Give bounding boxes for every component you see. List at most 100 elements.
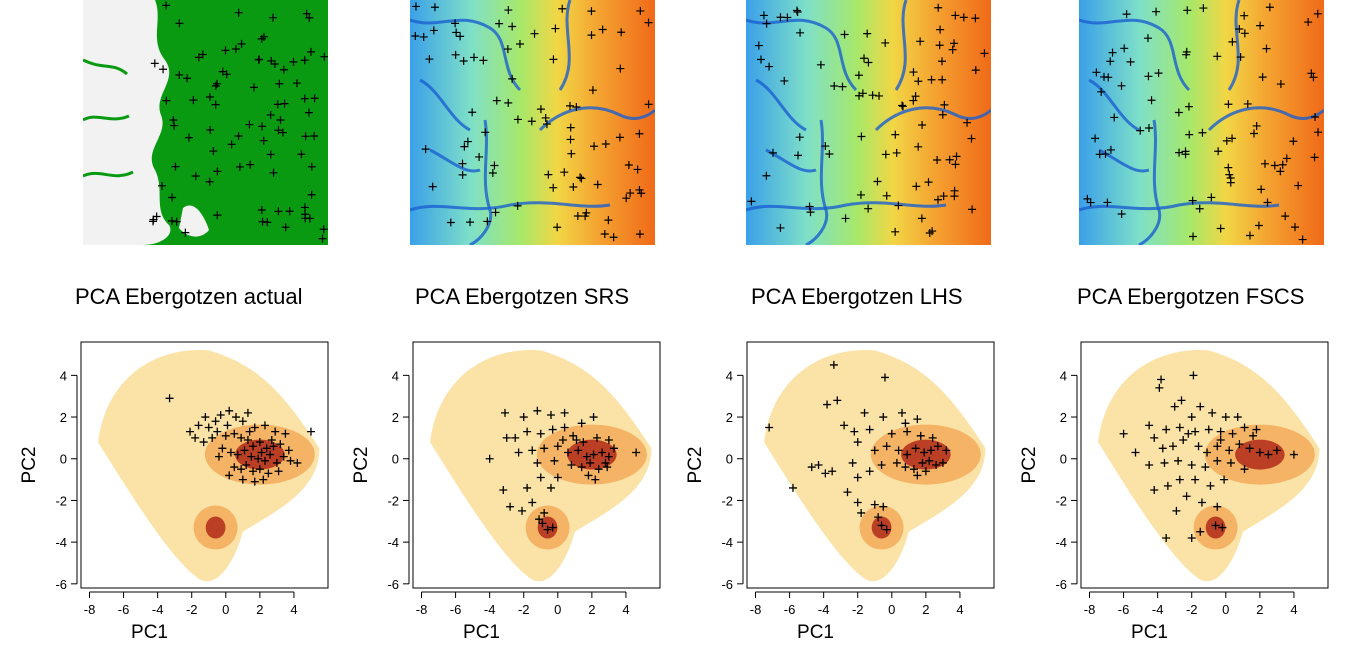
sample-point: [870, 446, 879, 455]
map-sample-marker: [1240, 29, 1249, 38]
map-sample-marker: [266, 150, 275, 159]
map-sample-marker: [1307, 69, 1316, 78]
sample-point: [903, 450, 912, 459]
sample-point: [523, 483, 532, 492]
map-sample-marker: [1245, 231, 1254, 240]
map-sample-marker: [573, 211, 582, 220]
sample-point: [765, 423, 774, 432]
map-sample-marker: [892, 148, 901, 157]
x-tick-label: 0: [888, 602, 895, 617]
map-sample-marker: [234, 8, 243, 17]
map-sample-marker: [1117, 81, 1126, 90]
map-sample-marker: [1250, 129, 1259, 138]
map-sample-marker: [491, 208, 500, 217]
sample-point: [186, 427, 195, 436]
map-sample-marker: [971, 66, 980, 75]
map-sample-marker: [1103, 198, 1112, 207]
map-sample-marker: [635, 129, 644, 138]
map-elevation-lhs: [746, 0, 991, 245]
map-sample-marker: [508, 22, 517, 31]
map-sample-marker: [1184, 102, 1193, 111]
map-sample-marker: [980, 49, 989, 58]
map-sample-marker: [635, 230, 644, 239]
map-sample-marker: [458, 159, 467, 168]
map-sample-marker: [959, 13, 968, 22]
map-sample-marker: [495, 19, 504, 28]
pca-plot-lhs: -8 -6 -4 -2 0 2 4 -6 -4 -2 0 2 4 PC1 PC2: [684, 330, 1004, 660]
map-valley: [410, 201, 611, 212]
map-sample-marker: [1120, 44, 1129, 53]
map-sample-marker: [875, 91, 884, 100]
map-sample-marker: [1091, 134, 1100, 143]
x-axis-label: PC1: [1131, 622, 1168, 643]
x-axis-label: PC1: [463, 622, 500, 643]
y-axis-label: PC2: [685, 447, 706, 484]
sample-point: [579, 438, 588, 447]
sample-point: [254, 454, 263, 463]
map-sample-marker: [1108, 48, 1117, 57]
sample-point: [201, 413, 210, 422]
x-tick-label: -4: [484, 602, 496, 617]
map-sample-marker: [950, 39, 959, 48]
y-tick-label: -4: [1055, 535, 1067, 550]
sample-point: [191, 433, 200, 442]
sample-point: [500, 408, 509, 417]
sample-point: [1158, 444, 1167, 453]
map-sample-marker: [636, 6, 645, 15]
map-sample-marker: [169, 115, 178, 124]
map-sample-marker: [279, 65, 288, 74]
map-sample-marker: [231, 44, 240, 53]
sample-point: [880, 373, 889, 382]
map-sample-marker: [617, 28, 626, 37]
map-sample-marker: [1181, 147, 1190, 156]
map-valley: [894, 0, 908, 91]
sample-point: [1196, 527, 1205, 536]
map-sample-marker: [1226, 178, 1235, 187]
sample-point: [1197, 498, 1206, 507]
map-sample-marker: [881, 150, 890, 159]
sample-point: [1252, 425, 1261, 434]
map-sample-marker: [152, 212, 161, 221]
sample-point: [533, 406, 542, 415]
map-sample-marker: [854, 71, 863, 80]
map-sample-marker: [615, 133, 624, 142]
map-sample-marker: [792, 6, 801, 15]
sample-point: [1228, 429, 1237, 438]
sample-point: [260, 421, 269, 430]
map-valley: [1088, 78, 1140, 132]
map-sample-marker: [544, 170, 553, 179]
map-sample-marker: [633, 165, 642, 174]
sample-point: [857, 508, 866, 517]
sample-point: [1218, 523, 1227, 532]
x-tick-label: 0: [222, 602, 229, 617]
map-sample-marker: [319, 225, 328, 234]
map-sample-marker: [1106, 145, 1115, 154]
sample-point: [536, 473, 545, 482]
map-sample-marker: [624, 161, 633, 170]
x-axis-label: PC1: [797, 622, 834, 643]
sample-point: [582, 452, 591, 461]
sample-point: [262, 444, 271, 453]
map-sample-marker: [1213, 52, 1222, 61]
map-sample-marker: [590, 142, 599, 151]
map-sample-marker: [1092, 68, 1101, 77]
sample-point: [932, 461, 941, 469]
sample-point: [594, 465, 603, 474]
sample-point: [1226, 458, 1235, 467]
sample-point: [249, 442, 258, 451]
map-sample-marker: [644, 18, 653, 27]
map-sample-marker: [909, 68, 918, 77]
map-sample-marker: [757, 55, 766, 64]
sample-point: [909, 465, 918, 474]
map-sample-marker: [1254, 221, 1263, 230]
map-sample-marker: [1183, 6, 1192, 15]
map-sample-marker: [429, 26, 438, 35]
map-landcover: [83, 0, 328, 245]
map-sample-marker: [463, 137, 472, 146]
sample-point: [1245, 444, 1254, 453]
map-sample-marker: [259, 32, 268, 41]
y-tick-label: 2: [726, 410, 733, 425]
x-tick-label: -2: [518, 602, 530, 617]
map-sample-marker: [1270, 161, 1279, 170]
sample-point: [518, 506, 527, 515]
